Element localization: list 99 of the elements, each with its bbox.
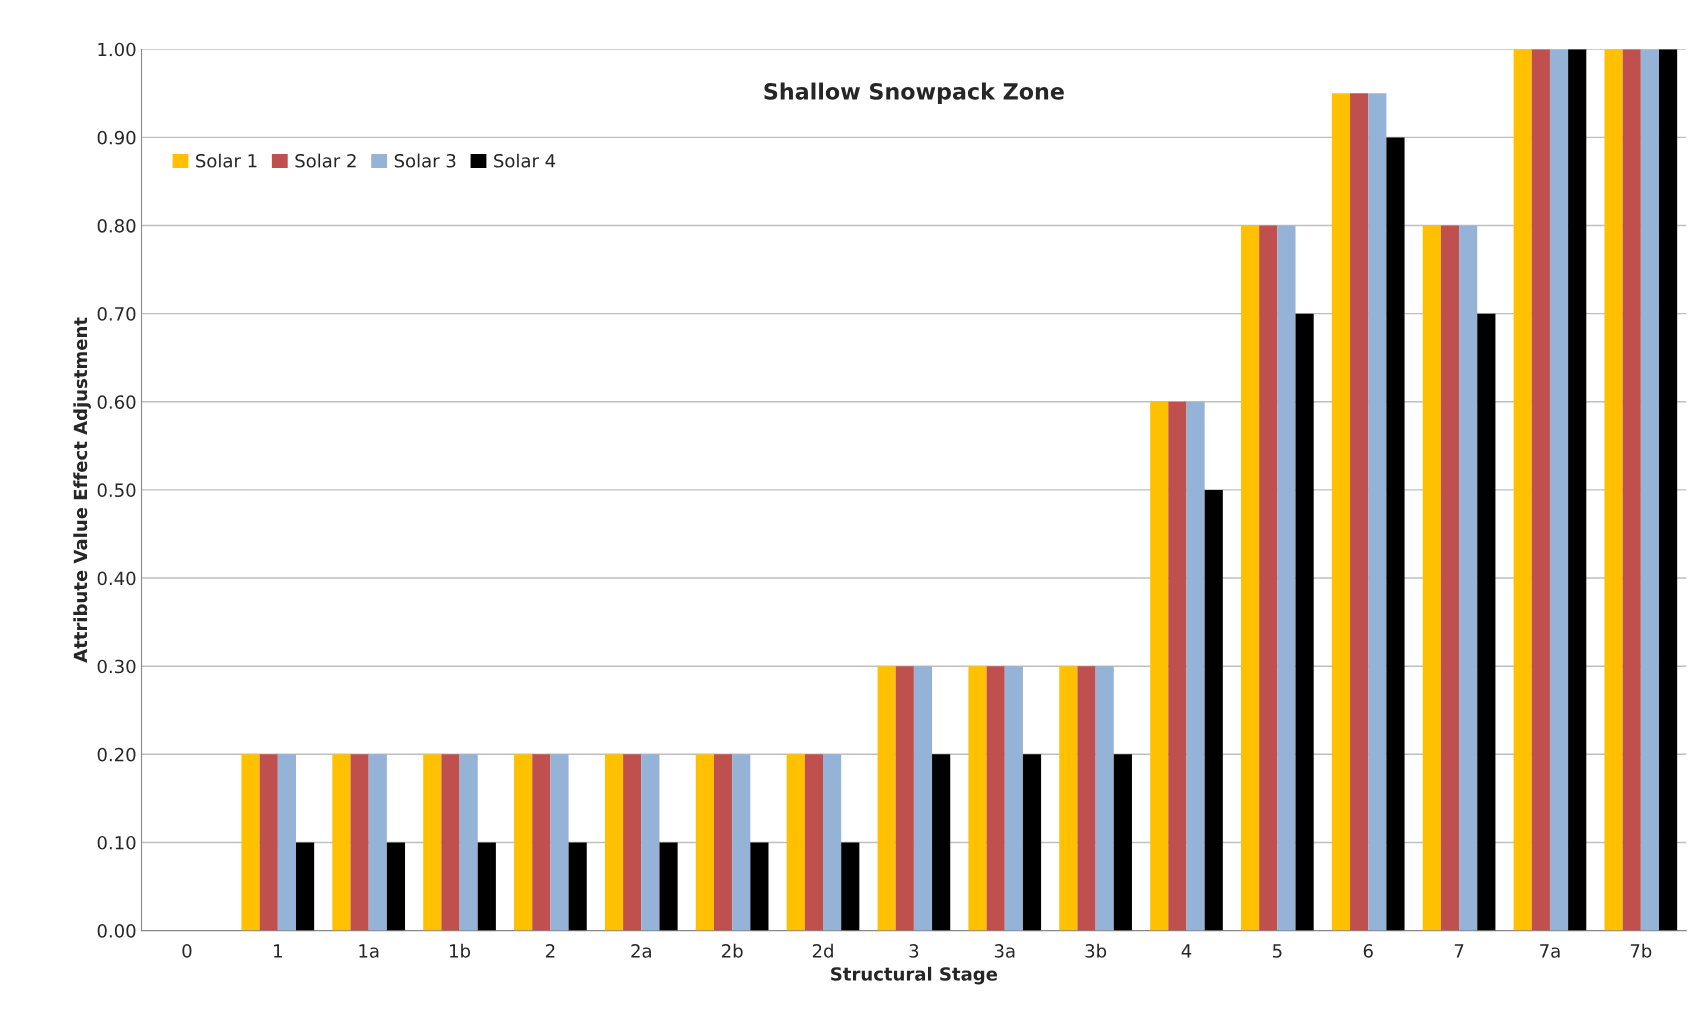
y-tick-label: 0.50: [97, 483, 136, 498]
x-tick-label: 2b: [722, 943, 743, 958]
x-tick-label: 2: [545, 944, 555, 958]
y-tick-label: 0.00: [97, 924, 136, 938]
bar: [1459, 225, 1478, 931]
y-tick-label: 0.40: [97, 571, 136, 586]
bar: [1422, 225, 1441, 931]
bar: [623, 754, 642, 931]
bar: [786, 754, 805, 931]
y-tick-label: 0.70: [97, 307, 136, 321]
bar: [514, 754, 533, 931]
bar: [477, 842, 496, 931]
y-tick-label: 0.10: [97, 835, 136, 850]
bar: [641, 754, 660, 931]
bar: [913, 666, 933, 931]
bar: [1077, 666, 1096, 931]
bar: [550, 754, 569, 931]
bar: [895, 666, 914, 931]
bar: [1204, 489, 1223, 931]
bar: [1513, 49, 1532, 931]
legend-label: Solar 2: [295, 153, 356, 168]
bar: [1277, 225, 1296, 931]
bar: [1022, 754, 1042, 931]
bar: [1640, 49, 1659, 931]
bar: [568, 842, 587, 931]
bar: [295, 842, 315, 931]
bar: [732, 754, 751, 931]
bar: [1622, 49, 1641, 931]
bar: [350, 754, 369, 931]
bar: [1568, 49, 1587, 931]
bar: [932, 754, 951, 931]
legend-label: Solar 3: [394, 153, 456, 168]
bar: [459, 754, 478, 931]
bar: [1113, 754, 1132, 931]
legend-label: Solar 4: [494, 153, 556, 168]
bar: [1241, 225, 1260, 931]
y-tick-label: 0.20: [97, 747, 136, 762]
x-tick-label: 7b: [1630, 943, 1652, 958]
x-tick-label: 5: [1273, 944, 1282, 958]
x-tick-label: 3a: [994, 944, 1015, 958]
bar: [332, 754, 351, 931]
bar: [1477, 313, 1496, 931]
bar: [1095, 666, 1114, 931]
bar: [277, 754, 296, 931]
x-tick-label: 3b: [1085, 943, 1107, 958]
x-axis-title: Structural Stage: [831, 966, 998, 985]
bar: [423, 754, 442, 931]
bar: [259, 754, 278, 931]
bar: [1531, 49, 1550, 931]
bar: [1368, 93, 1387, 931]
x-tick-label: 7a: [1540, 944, 1560, 958]
bar: [1440, 225, 1460, 931]
x-tick-label: 4: [1181, 944, 1192, 958]
bar: [386, 842, 406, 931]
y-tick-label: 0.90: [97, 130, 136, 145]
bar: [1295, 313, 1314, 931]
bar: [659, 842, 678, 931]
bar: [1658, 49, 1678, 931]
bar: [841, 842, 860, 931]
bar: [241, 754, 260, 931]
bar: [1259, 225, 1278, 931]
bar: [877, 666, 896, 931]
bar: [968, 666, 987, 931]
bar: [368, 754, 387, 931]
bar: [804, 754, 824, 931]
bar: [986, 666, 1005, 931]
bar: [1386, 137, 1405, 931]
bar: [1004, 666, 1023, 931]
x-tick-label: 1b: [450, 943, 471, 958]
bar: [1150, 401, 1169, 931]
text: Shallow Snowpack Zone: [764, 82, 1064, 105]
x-tick-label: 2d: [812, 943, 833, 958]
x-tick-label: 1: [274, 944, 282, 958]
bar: [1059, 666, 1078, 931]
legend-label: Solar 1: [196, 153, 257, 168]
bar: [1549, 49, 1569, 931]
x-tick-label: 2a: [631, 944, 651, 958]
y-tick-label: 0.60: [97, 395, 136, 409]
x-tick-label: 3: [909, 944, 919, 958]
bar: [604, 754, 624, 931]
bar: [1168, 401, 1187, 931]
x-tick-label: 0: [182, 944, 192, 958]
bar: [750, 842, 769, 931]
bar: [1604, 49, 1623, 931]
bar: [441, 754, 460, 931]
y-tick-label: 0.80: [97, 218, 136, 233]
y-tick-label: 1.00: [98, 42, 136, 57]
x-tick-label: 6: [1363, 944, 1373, 958]
bar: [713, 754, 733, 931]
bar: [695, 754, 714, 931]
bar: [532, 754, 551, 931]
x-tick-label: 7: [1454, 944, 1464, 958]
y-tick-label: 0.30: [97, 659, 136, 674]
y-axis-title: Attribute Value Effect Adjustment: [73, 317, 91, 663]
bar: [1331, 93, 1351, 931]
bar: [1350, 93, 1369, 931]
bar: [1186, 401, 1205, 931]
bar: [823, 754, 842, 931]
x-tick-label: 1a: [359, 944, 379, 958]
